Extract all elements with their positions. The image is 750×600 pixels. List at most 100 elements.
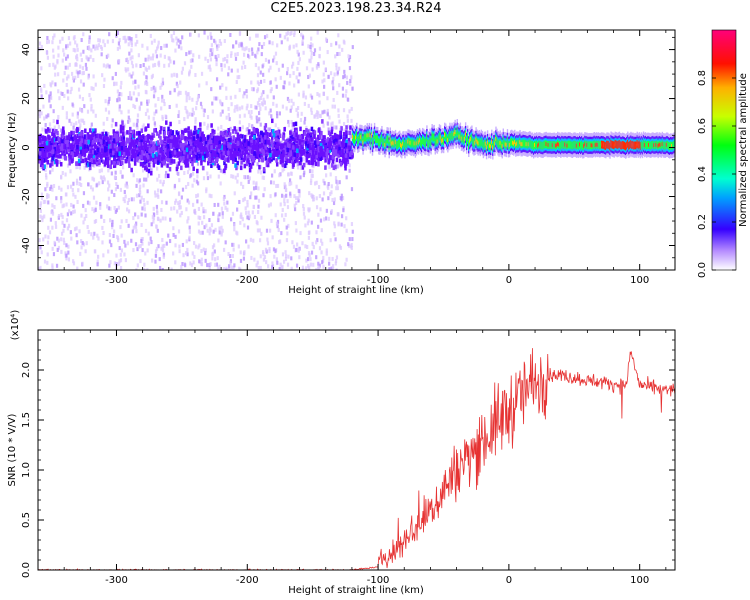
noise-band-cell [320,130,323,136]
noise-speckle [97,236,100,241]
signal-ridge-cell [355,135,357,140]
noise-speckle [96,233,99,238]
noise-band-cell [271,143,274,149]
noise-speckle [283,35,287,40]
noise-speckle [79,251,82,256]
noise-speckle [163,54,167,59]
noise-speckle [293,83,296,88]
noise-speckle [51,80,54,85]
noise-band-cell [309,142,313,148]
noise-band-cell [338,140,341,145]
noise-speckle [328,261,331,266]
noise-speckle [142,63,145,68]
noise-band-cell [78,161,81,166]
noise-speckle [144,111,148,116]
noise-band-cell [248,129,251,134]
noise-band-cell [157,157,161,162]
noise-band-cell [321,151,325,157]
noise-speckle [151,73,154,78]
noise-speckle [311,173,314,178]
noise-speckle [145,67,148,72]
noise-speckle [164,114,167,119]
noise-band-cell [190,131,193,136]
noise-band-cell [162,133,166,139]
noise-speckle [286,71,289,76]
noise-band-cell [277,141,281,147]
noise-band-cell [119,128,123,134]
noise-speckle [322,255,325,260]
noise-speckle [274,123,277,128]
noise-speckle [108,183,111,188]
noise-speckle [138,178,142,183]
noise-speckle [295,184,298,189]
noise-speckle [287,123,290,128]
noise-speckle [204,248,207,253]
noise-speckle [53,125,56,130]
noise-speckle [70,121,73,126]
noise-speckle [315,196,318,201]
noise-speckle [245,46,248,51]
noise-band-cell [298,140,302,146]
noise-speckle [254,185,258,190]
noise-speckle [276,114,279,119]
noise-band-cell [347,137,351,143]
noise-band-cell [279,144,283,150]
noise-band-cell [111,146,114,151]
noise-band-cell [44,137,47,142]
noise-band-cell [328,158,331,163]
noise-speckle [116,184,119,189]
noise-band-cell [163,147,167,153]
noise-speckle [256,162,259,167]
noise-band-cell [346,140,350,146]
noise-speckle [279,172,282,177]
noise-band-cell [268,145,272,151]
noise-speckle [147,54,150,59]
noise-band-cell [86,132,90,137]
noise-band-cell [109,135,112,140]
noise-band-cell [100,148,104,153]
noise-speckle [255,105,258,110]
signal-ridge-cell [368,133,371,138]
noise-band-cell [313,130,317,135]
noise-speckle [60,128,63,133]
noise-speckle [208,226,212,231]
noise-band-cell [166,153,170,158]
noise-speckle [86,200,90,205]
noise-speckle [74,75,77,80]
noise-band-cell [213,140,217,146]
noise-band-cell [63,135,66,141]
noise-band-cell [202,149,206,155]
noise-speckle [139,184,142,189]
noise-speckle [153,212,156,217]
noise-speckle [267,59,270,64]
noise-band-cell [90,158,94,164]
noise-band-cell [223,168,226,174]
noise-speckle [238,88,241,93]
noise-speckle [318,46,322,51]
noise-band-cell [282,143,285,149]
noise-band-cell [89,128,92,133]
noise-band-cell [222,134,225,139]
noise-speckle [48,122,52,127]
noise-speckle [144,81,147,86]
noise-band-cell [310,137,313,142]
noise-speckle [241,65,244,70]
noise-speckle [106,180,110,185]
noise-speckle [199,101,203,106]
noise-speckle [350,187,354,192]
noise-speckle [57,45,60,50]
noise-speckle [160,106,163,111]
noise-speckle [296,49,299,54]
noise-band-cell [247,144,251,150]
noise-speckle [213,96,216,101]
noise-band-cell [301,165,305,170]
noise-speckle [108,64,111,69]
noise-speckle [316,238,319,243]
noise-speckle [284,184,287,189]
noise-speckle [175,36,178,41]
noise-speckle [82,191,86,196]
noise-speckle [134,42,137,47]
noise-band-cell [190,136,193,141]
noise-speckle [246,127,249,132]
noise-speckle [285,106,288,111]
